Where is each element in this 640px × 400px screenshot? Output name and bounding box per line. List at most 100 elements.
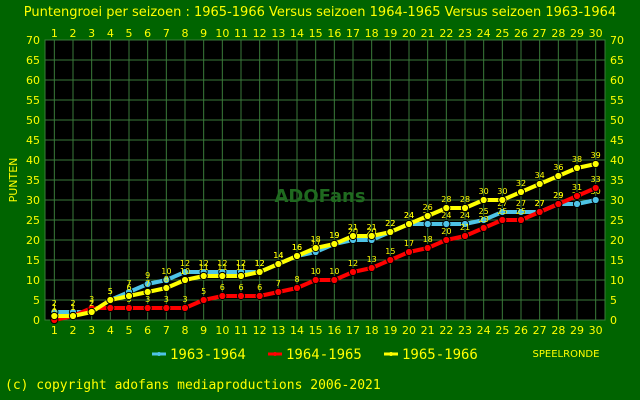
y-tick-label-left: 5 bbox=[33, 294, 40, 307]
y-tick-label-left: 45 bbox=[26, 134, 40, 147]
data-label: 20 bbox=[348, 227, 358, 236]
data-label: 3 bbox=[164, 295, 169, 304]
data-label: 12 bbox=[199, 259, 209, 268]
data-label: 13 bbox=[367, 255, 377, 264]
data-point bbox=[554, 199, 563, 209]
x-tick-label-top: 30 bbox=[589, 27, 603, 40]
data-label: 25 bbox=[516, 207, 526, 216]
data-point bbox=[572, 199, 582, 209]
data-label: 24 bbox=[441, 211, 451, 220]
data-point bbox=[404, 247, 414, 257]
x-tick-label-top: 27 bbox=[533, 27, 547, 40]
legend-marker bbox=[273, 352, 277, 356]
x-tick-label-top: 29 bbox=[570, 27, 584, 40]
data-point bbox=[572, 163, 582, 173]
y-tick-label-right: 35 bbox=[610, 174, 624, 187]
data-label: 7 bbox=[276, 279, 281, 288]
data-label: 30 bbox=[497, 187, 507, 196]
data-label: 10 bbox=[311, 267, 321, 276]
data-label: 12 bbox=[217, 259, 227, 268]
data-label: 36 bbox=[553, 163, 563, 172]
data-point bbox=[162, 275, 171, 285]
data-label: 11 bbox=[217, 263, 227, 272]
x-tick-label-top: 1 bbox=[51, 27, 58, 40]
data-point bbox=[554, 171, 563, 181]
x-tick-label-top: 21 bbox=[421, 27, 435, 40]
data-point bbox=[199, 295, 208, 305]
data-label: 33 bbox=[591, 175, 601, 184]
data-point bbox=[460, 231, 470, 241]
data-point bbox=[442, 235, 451, 245]
data-point bbox=[348, 231, 358, 241]
data-label: 2 bbox=[89, 299, 94, 308]
x-tick-label-bottom: 17 bbox=[346, 324, 360, 337]
data-label: 23 bbox=[479, 215, 489, 224]
data-label: 1 bbox=[52, 303, 57, 312]
y-tick-label-left: 55 bbox=[26, 94, 40, 107]
data-label: 38 bbox=[572, 155, 582, 164]
data-label: 10 bbox=[329, 267, 339, 276]
data-point bbox=[180, 303, 190, 313]
data-point bbox=[124, 303, 134, 313]
data-point bbox=[516, 215, 526, 225]
y-tick-label-right: 65 bbox=[610, 54, 624, 67]
chart-title: Puntengroei per seizoen : 1965-1966 Vers… bbox=[24, 5, 616, 20]
x-tick-label-bottom: 19 bbox=[383, 324, 397, 337]
data-point bbox=[348, 267, 358, 277]
data-label: 7 bbox=[126, 279, 131, 288]
data-label: 14 bbox=[273, 251, 283, 260]
data-point bbox=[479, 215, 488, 225]
data-point bbox=[255, 267, 264, 277]
data-label: 21 bbox=[348, 223, 358, 232]
x-tick-label-bottom: 10 bbox=[215, 324, 229, 337]
data-label: 20 bbox=[441, 227, 451, 236]
data-label: 25 bbox=[497, 207, 507, 216]
data-point bbox=[143, 303, 152, 313]
data-label: 12 bbox=[180, 259, 190, 268]
x-tick-label-bottom: 7 bbox=[163, 324, 170, 337]
y-tick-label-right: 20 bbox=[610, 234, 624, 247]
x-tick-label-top: 14 bbox=[290, 27, 304, 40]
data-label: 21 bbox=[367, 223, 377, 232]
y-tick-label-left: 40 bbox=[26, 154, 40, 167]
data-point bbox=[236, 271, 246, 281]
data-label: 27 bbox=[535, 199, 545, 208]
x-tick-label-bottom: 9 bbox=[200, 324, 207, 337]
x-tick-label-top: 5 bbox=[126, 27, 133, 40]
x-tick-label-top: 2 bbox=[70, 27, 77, 40]
legend-label: 1965-1966 bbox=[402, 347, 478, 363]
data-label: 2 bbox=[70, 299, 75, 308]
y-tick-label-right: 55 bbox=[610, 94, 624, 107]
x-tick-label-bottom: 23 bbox=[458, 324, 472, 337]
data-label: 22 bbox=[385, 219, 395, 228]
y-tick-label-left: 25 bbox=[26, 214, 40, 227]
legend-label: 1964-1965 bbox=[286, 347, 362, 363]
data-point bbox=[68, 311, 78, 321]
x-tick-label-top: 4 bbox=[107, 27, 114, 40]
data-point bbox=[572, 191, 582, 201]
data-point bbox=[460, 219, 470, 229]
data-label: 19 bbox=[329, 231, 339, 240]
data-point bbox=[330, 239, 339, 249]
data-point bbox=[87, 307, 96, 317]
data-label: 11 bbox=[236, 263, 246, 272]
y-tick-label-right: 60 bbox=[610, 74, 624, 87]
data-label: 29 bbox=[553, 191, 563, 200]
x-tick-label-bottom: 11 bbox=[234, 324, 248, 337]
data-point bbox=[162, 303, 171, 313]
data-point bbox=[460, 203, 470, 213]
x-tick-label-top: 12 bbox=[253, 27, 267, 40]
y-tick-label-left: 0 bbox=[33, 314, 40, 327]
x-tick-label-bottom: 24 bbox=[477, 324, 491, 337]
series-layer: 2225791012121212121416171920202224242424… bbox=[50, 151, 601, 325]
data-point bbox=[218, 291, 227, 301]
x-tick-label-bottom: 5 bbox=[126, 324, 133, 337]
data-label: 12 bbox=[255, 259, 265, 268]
y-tick-label-left: 15 bbox=[26, 254, 40, 267]
x-tick-label-top: 9 bbox=[200, 27, 207, 40]
y-tick-label-left: 10 bbox=[26, 274, 40, 287]
data-label: 17 bbox=[404, 239, 414, 248]
data-label: 8 bbox=[164, 275, 169, 284]
data-label: 3 bbox=[182, 295, 187, 304]
